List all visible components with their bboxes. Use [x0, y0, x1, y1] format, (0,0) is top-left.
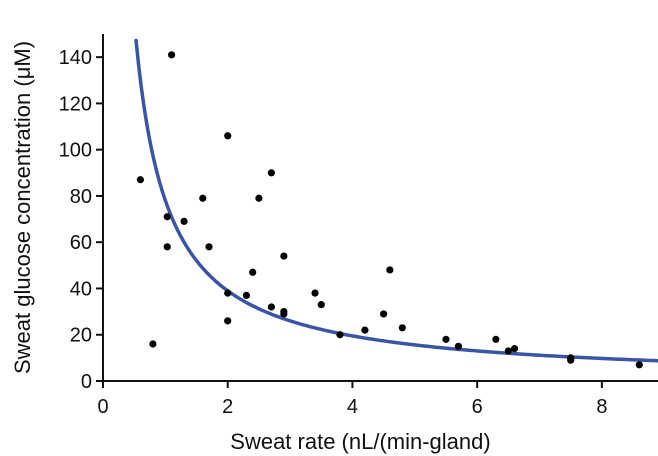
- data-point: [163, 213, 171, 221]
- x-tick-label: 8: [596, 396, 607, 418]
- data-point: [567, 356, 575, 364]
- data-point: [149, 340, 157, 348]
- data-point: [398, 324, 406, 332]
- y-tick-label: 0: [81, 371, 92, 393]
- fit-curve: [134, 38, 658, 363]
- data-point: [442, 335, 450, 343]
- data-point: [224, 289, 232, 297]
- data-point: [635, 361, 643, 369]
- data-point: [280, 252, 288, 260]
- data-point: [242, 291, 251, 300]
- y-tick-label: 140: [59, 47, 92, 69]
- data-point: [336, 331, 344, 339]
- data-point: [224, 317, 232, 325]
- y-tick-label: 100: [59, 140, 92, 162]
- x-axis-title: Sweat rate (nL/(min-gland): [230, 429, 490, 454]
- data-point: [199, 194, 207, 202]
- y-tick-label: 120: [59, 93, 92, 115]
- y-tick-label: 20: [70, 325, 92, 347]
- data-point: [163, 243, 171, 251]
- data-point: [454, 342, 463, 350]
- data-point: [361, 326, 369, 334]
- data-point: [136, 176, 145, 184]
- data-point: [380, 310, 388, 318]
- data-point: [386, 266, 394, 274]
- data-points: [136, 51, 643, 369]
- x-axis-ticks: 0 2 4 6 8: [97, 381, 607, 418]
- axes: [102, 34, 658, 382]
- y-tick-label: 60: [70, 232, 92, 254]
- fit-curve-layer: [134, 38, 658, 363]
- data-point: [492, 335, 500, 343]
- data-point: [224, 132, 232, 140]
- data-point: [205, 243, 213, 251]
- data-point: [255, 194, 263, 202]
- data-point: [267, 303, 275, 311]
- data-point: [180, 217, 188, 225]
- x-tick-label: 4: [347, 396, 358, 418]
- data-point: [280, 310, 288, 318]
- data-point: [504, 347, 512, 355]
- data-point: [317, 301, 325, 309]
- y-axis-title: Sweat glucose concentration (μM): [10, 41, 35, 374]
- x-tick-label: 0: [97, 396, 108, 418]
- y-tick-label: 40: [70, 278, 92, 300]
- data-point: [167, 51, 176, 59]
- y-axis-ticks: 0 20 40 60 80 100 120 140: [59, 47, 103, 393]
- data-point: [510, 345, 519, 353]
- x-tick-label: 6: [472, 396, 483, 418]
- data-point: [267, 169, 275, 177]
- y-tick-label: 80: [70, 186, 92, 208]
- data-point: [311, 289, 319, 297]
- data-point: [249, 268, 257, 276]
- x-tick-label: 2: [222, 396, 233, 418]
